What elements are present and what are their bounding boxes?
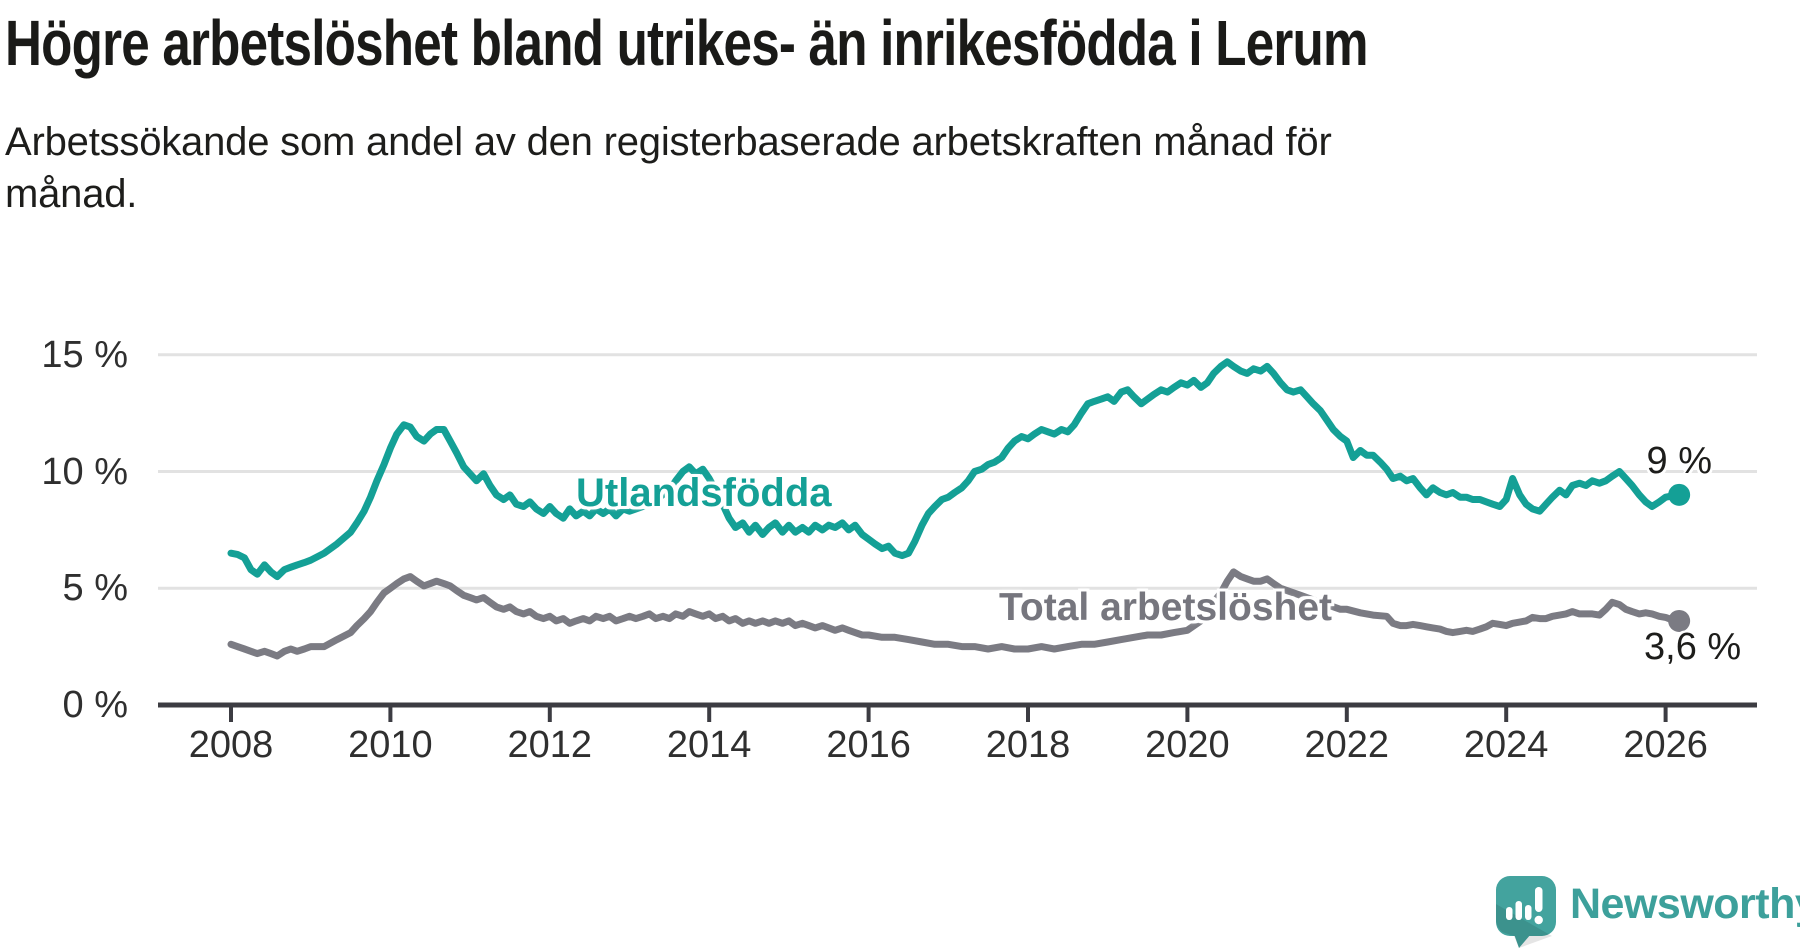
series-end-dot-1 (1668, 609, 1691, 632)
series-label-total-arbetsloshet: Total arbetslöshet (999, 586, 1333, 629)
x-tick-label-2014: 2014 (666, 724, 752, 766)
series-label-utlandsfodda: Utlandsfödda (576, 471, 832, 515)
end-value-label-utlandsfodda: 9 % (1646, 440, 1712, 482)
series-line-1 (227, 568, 1683, 660)
x-tick-label-2024: 2024 (1463, 724, 1549, 766)
series-line-0 (227, 358, 1683, 581)
x-tick-label-2010: 2010 (348, 724, 433, 766)
x-tick-label-2026: 2026 (1623, 724, 1708, 766)
subtitle-line-1: Arbetssökande som andel av den registerb… (5, 120, 1332, 164)
x-tick-label-2008: 2008 (188, 724, 274, 766)
series-end-dot-0 (1668, 483, 1691, 506)
newsworthy-bubble-icon (1496, 876, 1556, 948)
y-tick-label-15: 15 % (41, 333, 128, 376)
page-title: Högre arbetslöshet bland utrikes- än inr… (5, 7, 1369, 79)
x-tick-label-2022: 2022 (1304, 724, 1390, 766)
x-tick-label-2016: 2016 (826, 724, 911, 766)
y-tick-label-10: 10 % (41, 450, 128, 493)
newsworthy-logo: Newsworthy (1494, 874, 1800, 948)
newsworthy-brand-text: Newsworthy (1570, 880, 1800, 928)
y-tick-label-0: 0 % (62, 684, 128, 726)
x-tick-label-2012: 2012 (507, 724, 593, 766)
end-value-label-total: 3,6 % (1644, 626, 1742, 668)
subtitle-line-2: månad. (5, 172, 138, 216)
x-tick-label-2018: 2018 (985, 724, 1071, 766)
y-tick-label-5: 5 % (62, 567, 128, 610)
chart-subtitle: Arbetssökande som andel av den registerb… (5, 116, 1332, 220)
x-tick-label-2020: 2020 (1145, 724, 1230, 766)
